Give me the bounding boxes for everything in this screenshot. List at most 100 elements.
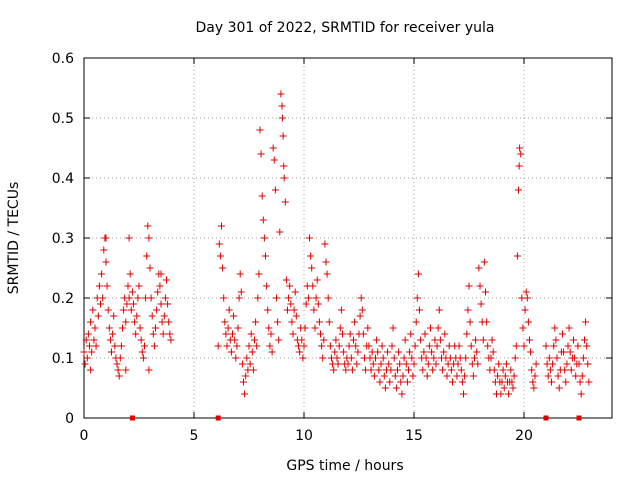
data-point	[579, 354, 587, 362]
data-point	[245, 342, 253, 350]
data-point	[391, 372, 399, 380]
data-point	[494, 372, 502, 380]
data-point	[100, 246, 108, 254]
data-point	[256, 126, 264, 134]
data-point	[380, 372, 388, 380]
data-point	[565, 324, 573, 332]
data-point	[434, 324, 442, 332]
data-point	[317, 330, 324, 338]
data-point	[454, 360, 462, 368]
data-point	[94, 312, 102, 320]
data-point	[449, 378, 456, 386]
data-point	[345, 342, 353, 350]
data-point	[106, 336, 114, 344]
data-point	[104, 306, 112, 314]
data-point	[575, 360, 583, 368]
data-point	[509, 384, 517, 392]
data-point	[322, 258, 330, 266]
data-point	[131, 318, 139, 326]
data-point	[332, 336, 340, 344]
data-point	[425, 342, 433, 350]
data-point	[424, 360, 432, 368]
data-point	[414, 270, 422, 278]
data-point	[80, 348, 88, 356]
data-point	[144, 222, 152, 230]
y-tick-label: 0.2	[52, 291, 74, 307]
data-point	[348, 366, 356, 374]
x-tick-label: 0	[80, 428, 89, 444]
data-point	[572, 372, 580, 380]
data-point	[334, 360, 342, 368]
zero-marker	[215, 415, 221, 421]
data-point	[389, 324, 397, 332]
y-tick-label: 0	[65, 411, 74, 427]
x-tick-label: 15	[405, 428, 423, 444]
zero-marker	[543, 415, 549, 421]
data-point	[447, 366, 455, 374]
data-point	[247, 330, 255, 338]
data-point	[285, 294, 293, 302]
data-point	[370, 372, 378, 380]
data-point	[135, 282, 143, 290]
data-point	[246, 360, 254, 368]
data-point	[152, 324, 159, 332]
data-point	[457, 366, 465, 374]
data-point	[340, 348, 348, 356]
data-point	[86, 342, 93, 350]
data-point	[146, 264, 154, 272]
data-point	[490, 366, 498, 374]
data-point	[143, 252, 151, 260]
data-point	[130, 300, 137, 308]
data-point	[515, 186, 522, 194]
data-point	[257, 150, 265, 158]
data-point	[367, 366, 375, 374]
data-point	[274, 318, 282, 326]
data-point	[405, 366, 412, 374]
data-point	[394, 366, 401, 374]
data-point	[416, 306, 423, 314]
data-point	[465, 282, 473, 290]
data-point	[373, 336, 381, 344]
data-point	[153, 306, 161, 314]
data-point	[125, 234, 133, 242]
data-point	[309, 282, 317, 290]
data-point	[291, 288, 299, 296]
data-point	[524, 318, 532, 326]
data-point	[273, 294, 280, 302]
data-point	[372, 354, 379, 362]
data-points	[80, 90, 593, 421]
data-point	[95, 282, 103, 290]
data-point	[435, 306, 443, 314]
data-point	[276, 228, 284, 236]
data-point	[221, 318, 229, 326]
data-point	[286, 282, 294, 290]
data-point	[566, 348, 574, 356]
data-point	[308, 264, 316, 272]
data-point	[400, 354, 408, 362]
data-point	[270, 156, 278, 164]
data-point	[141, 342, 148, 350]
data-point	[523, 294, 531, 302]
data-point	[253, 342, 261, 350]
data-point	[477, 300, 485, 308]
data-point	[563, 360, 571, 368]
data-point	[292, 312, 300, 320]
data-point	[464, 306, 472, 314]
data-point	[508, 378, 516, 386]
data-point	[91, 324, 99, 332]
data-point	[236, 270, 244, 278]
data-point	[113, 360, 121, 368]
data-point	[553, 354, 561, 362]
data-point	[124, 282, 132, 290]
data-point	[519, 324, 527, 332]
data-point	[145, 366, 153, 374]
data-point	[120, 306, 128, 314]
data-point	[502, 360, 510, 368]
data-point	[271, 186, 279, 194]
data-point	[561, 366, 569, 374]
data-point	[429, 366, 437, 374]
data-point	[350, 336, 357, 344]
data-point	[365, 342, 373, 350]
data-point	[259, 216, 267, 224]
data-point	[505, 390, 513, 398]
